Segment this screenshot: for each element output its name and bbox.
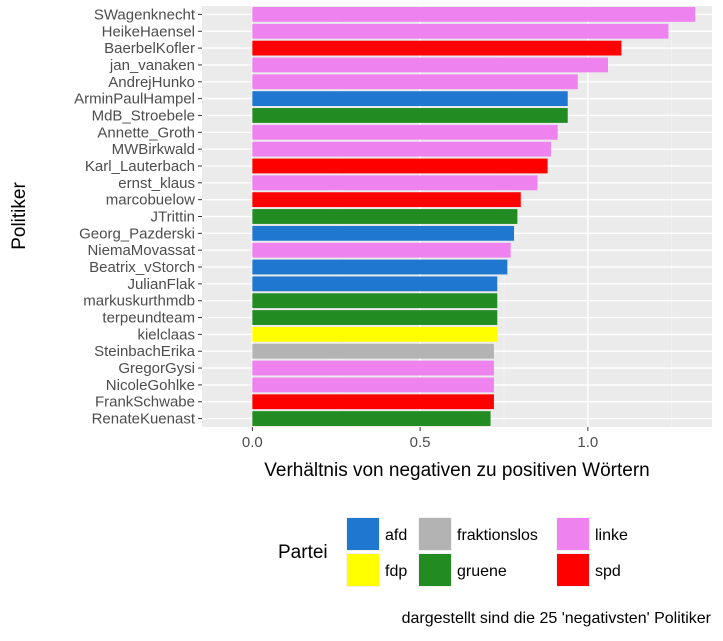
y-tick-label: Georg_Pazderski (79, 225, 195, 242)
bar-Beatrix_vStorch (252, 259, 508, 275)
caption: dargestellt sind die 25 'negativsten' Po… (402, 610, 712, 627)
legend-key-fdp (347, 554, 379, 586)
y-tick-label: BaerbelKofler (104, 40, 195, 57)
bar-markuskurthmdb (252, 293, 498, 309)
bar-Karl_Lauterbach (252, 158, 548, 174)
x-tick-label: 0.5 (410, 434, 431, 451)
bar-jan_vanaken (252, 57, 608, 73)
y-axis: SWagenknechtHeikeHaenselBaerbelKoflerjan… (74, 6, 202, 428)
y-tick-label: JulianFlak (127, 276, 195, 293)
legend-label-linke: linke (595, 527, 628, 544)
bar-SteinbachErika (252, 343, 494, 359)
y-tick-label: GregorGysi (118, 360, 195, 377)
y-tick-label: ArminPaulHampel (74, 91, 195, 108)
x-axis-title: Verhältnis von negativen zu positiven Wö… (264, 460, 650, 481)
bar-JTrittin (252, 209, 518, 224)
x-tick-label: 0.0 (242, 434, 263, 451)
y-tick-label: Annette_Groth (97, 124, 195, 141)
y-tick-label: MdB_Stroebele (92, 107, 195, 124)
bar-Annette_Groth (252, 124, 558, 140)
y-axis-title: Politiker (9, 182, 30, 250)
legend-label-fdp: fdp (385, 563, 407, 580)
legend-label-gruene: gruene (457, 563, 507, 580)
y-tick-label: NicoleGohlke (106, 377, 195, 394)
legend-title: Partei (278, 542, 328, 563)
legend-label-spd: spd (595, 563, 621, 580)
bar-RenateKuenast (252, 411, 491, 426)
x-tick-label: 1.0 (577, 434, 598, 451)
y-tick-label: Beatrix_vStorch (89, 259, 195, 276)
y-tick-label: terpeundteam (102, 310, 195, 327)
y-tick-label: NiemaMovassat (87, 242, 195, 259)
bar-kielclaas (252, 326, 498, 342)
y-tick-label: SWagenknecht (94, 6, 196, 23)
bars (252, 7, 696, 426)
legend-label-afd: afd (385, 527, 407, 544)
y-tick-label: marcobuelow (106, 192, 195, 209)
legend-key-afd (347, 518, 379, 550)
legend-key-spd (557, 554, 589, 586)
legend: Partei afd fraktionslos linke fdp gruene spd (278, 517, 628, 587)
y-tick-label: JTrittin (151, 209, 195, 226)
y-tick-label: Karl_Lauterbach (85, 158, 195, 175)
bar-MdB_Stroebele (252, 108, 568, 123)
bar-terpeundteam (252, 310, 498, 325)
y-tick-label: MWBirkwald (112, 141, 195, 158)
y-tick-label: SteinbachErika (94, 343, 196, 360)
x-axis: 0.0 0.5 1.0 (242, 427, 598, 451)
y-tick-label: RenateKuenast (92, 411, 196, 428)
bar-NiemaMovassat (252, 242, 511, 258)
legend-label-fraktionslos: fraktionslos (457, 527, 538, 544)
legend-key-linke (557, 518, 589, 550)
bar-FrankSchwabe (252, 394, 494, 410)
bar-SWagenknecht (252, 7, 696, 22)
bar-NicoleGohlke (252, 377, 494, 393)
bar-Georg_Pazderski (252, 225, 515, 241)
bar-HeikeHaensel (252, 23, 669, 39)
bar-marcobuelow (252, 192, 521, 208)
bar-MWBirkwald (252, 141, 551, 157)
y-tick-label: HeikeHaensel (102, 23, 195, 40)
legend-keys: afd fraktionslos linke fdp gruene spd (346, 517, 628, 587)
y-tick-label: AndrejHunko (108, 74, 195, 91)
y-tick-label: kielclaas (137, 326, 195, 343)
bar-BaerbelKofler (252, 40, 622, 56)
bar-AndrejHunko (252, 74, 578, 90)
legend-key-gruene (419, 554, 451, 586)
y-tick-label: jan_vanaken (109, 57, 195, 74)
bar-ArminPaulHampel (252, 91, 568, 107)
bar-GregorGysi (252, 360, 494, 376)
y-tick-label: ernst_klaus (118, 175, 195, 192)
bar-ernst_klaus (252, 175, 538, 191)
legend-key-fraktionslos (419, 518, 451, 550)
y-tick-label: FrankSchwabe (95, 394, 195, 411)
bar-JulianFlak (252, 276, 498, 292)
y-tick-label: markuskurthmdb (83, 293, 195, 310)
